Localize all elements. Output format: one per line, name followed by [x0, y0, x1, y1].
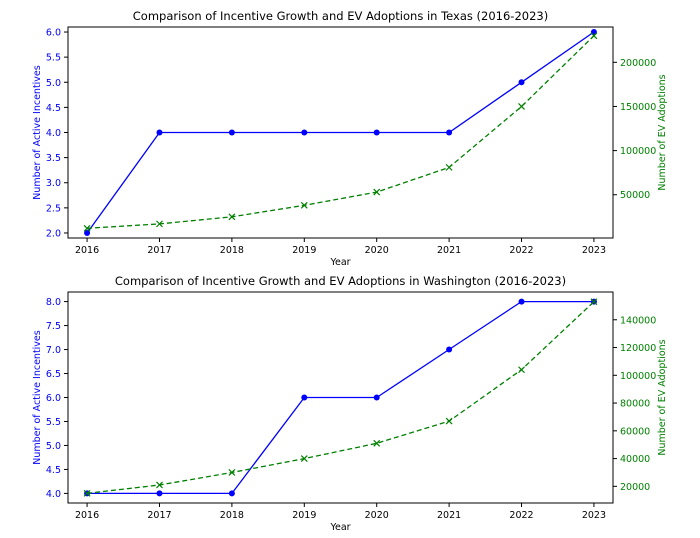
- ev-adoptions-point: [518, 103, 525, 110]
- y-left-tick-label: 4.5: [46, 103, 61, 114]
- y-left-axis-label: Number of Active Incentives: [32, 330, 43, 465]
- ev-adoptions-line: [87, 301, 595, 494]
- x-tick-label: 2018: [220, 245, 244, 256]
- y-left-tick-label: 5.0: [46, 78, 61, 89]
- x-tick-label: 2022: [509, 510, 533, 521]
- ev-adoptions-point: [373, 188, 381, 196]
- x-tick-label: 2017: [147, 510, 171, 521]
- ev-adoptions-point: [300, 201, 308, 209]
- y-right-axis-label: Number of EV Adoptions: [657, 339, 668, 455]
- y-right-tick-label: 140000: [620, 315, 656, 326]
- x-tick-label: 2020: [365, 510, 389, 521]
- ev-adoptions-point: [83, 489, 91, 497]
- y-left-tick-label: 5.5: [46, 417, 61, 428]
- x-axis-label: Year: [329, 257, 350, 268]
- ev-adoptions-line: [87, 35, 595, 229]
- y-right-tick-label: 60000: [620, 426, 650, 437]
- incentives-point: [446, 129, 453, 136]
- incentives-point: [228, 129, 235, 136]
- ev-adoptions-point: [590, 298, 598, 306]
- incentives-point: [518, 298, 525, 305]
- y-left-tick-label: 5.5: [46, 53, 61, 64]
- y-left-tick-label: 6.0: [46, 28, 61, 39]
- x-tick-label: 2020: [365, 245, 389, 256]
- chart-panel-texas: Comparison of Incentive Growth and EV Ad…: [32, 9, 668, 268]
- ev-adoptions-point: [228, 469, 236, 476]
- x-tick-label: 2017: [147, 245, 171, 256]
- incentives-point: [228, 490, 235, 497]
- y-right-axis-label: Number of EV Adoptions: [657, 74, 668, 190]
- ev-adoptions-point: [445, 417, 453, 425]
- ev-adoptions-point: [590, 32, 598, 40]
- y-right-tick-label: 50000: [620, 190, 650, 201]
- y-right-tick-label: 80000: [620, 399, 650, 410]
- y-left-tick-label: 2.0: [46, 228, 61, 239]
- incentives-point: [446, 346, 453, 353]
- x-tick-label: 2023: [582, 245, 606, 256]
- y-left-tick-label: 7.5: [46, 321, 61, 332]
- ev-adoptions-point: [518, 366, 525, 374]
- y-left-tick-label: 5.0: [46, 441, 61, 452]
- y-left-tick-label: 4.5: [46, 465, 61, 476]
- y-right-tick-label: 120000: [620, 343, 656, 354]
- x-tick-label: 2023: [582, 510, 606, 521]
- x-tick-label: 2018: [220, 510, 244, 521]
- x-tick-label: 2016: [75, 510, 99, 521]
- chart-panel-washington: Comparison of Incentive Growth and EV Ad…: [32, 274, 668, 533]
- y-left-tick-label: 7.0: [46, 345, 61, 356]
- ev-adoptions-point: [83, 224, 91, 232]
- incentives-point: [156, 490, 163, 497]
- chart-title: Comparison of Incentive Growth and EV Ad…: [133, 9, 548, 23]
- y-left-tick-label: 4.0: [46, 128, 61, 139]
- y-right-tick-label: 150000: [620, 102, 656, 113]
- incentives-line: [87, 300, 594, 495]
- y-right-tick-label: 20000: [620, 482, 650, 493]
- y-right-tick-label: 100000: [620, 371, 656, 382]
- x-tick-label: 2021: [437, 245, 461, 256]
- y-left-tick-label: 6.0: [46, 393, 61, 404]
- y-left-tick-label: 2.5: [46, 203, 61, 214]
- ev-adoptions-point: [156, 481, 163, 489]
- ev-adoptions-point: [445, 163, 453, 171]
- chart-title: Comparison of Incentive Growth and EV Ad…: [115, 274, 566, 288]
- y-right-tick-label: 40000: [620, 454, 650, 465]
- ev-adoptions-point: [300, 455, 308, 463]
- y-right-tick-label: 100000: [620, 146, 656, 157]
- y-left-tick-label: 3.0: [46, 178, 61, 189]
- ev-adoptions-point: [156, 220, 163, 228]
- y-left-tick-label: 6.5: [46, 369, 61, 380]
- y-left-tick-label: 8.0: [46, 297, 61, 308]
- y-left-axis-label: Number of Active Incentives: [32, 65, 43, 200]
- incentives-point: [156, 129, 163, 136]
- incentives-point: [373, 394, 380, 401]
- incentives-point: [373, 129, 380, 136]
- incentives-point: [84, 229, 91, 236]
- x-tick-label: 2019: [292, 510, 316, 521]
- y-left-tick-label: 3.5: [46, 153, 61, 164]
- ev-adoptions-point: [373, 439, 381, 447]
- x-tick-label: 2022: [509, 245, 533, 256]
- x-tick-label: 2021: [437, 510, 461, 521]
- x-tick-label: 2016: [75, 245, 99, 256]
- incentives-line: [86, 31, 595, 234]
- incentives-point: [518, 79, 525, 86]
- y-left-tick-label: 4.0: [46, 489, 61, 500]
- x-tick-label: 2019: [292, 245, 316, 256]
- incentives-point: [301, 394, 308, 401]
- x-axis-label: Year: [329, 522, 350, 533]
- incentives-point: [301, 129, 308, 136]
- ev-adoptions-point: [228, 213, 236, 221]
- y-right-tick-label: 200000: [620, 58, 656, 69]
